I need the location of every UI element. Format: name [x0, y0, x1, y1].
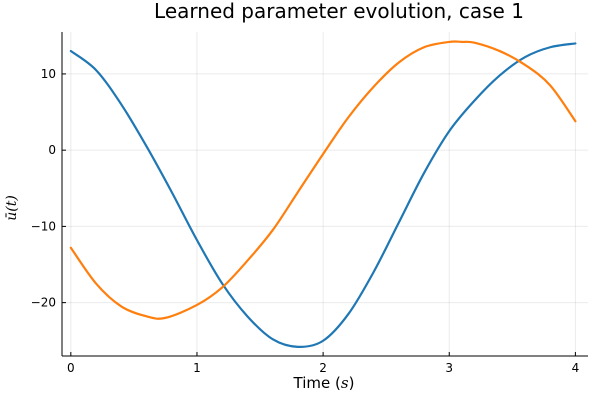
series-line-1	[69, 42, 577, 348]
y-tick-label: −10	[31, 219, 56, 233]
x-axis-label-prefix: Time (	[293, 374, 341, 392]
axes-frame	[61, 32, 588, 357]
x-tick-label: 4	[572, 361, 580, 375]
x-axis-label: Time (s)	[293, 374, 355, 392]
y-tick-label: 0	[48, 143, 56, 157]
y-tick-label: −20	[31, 296, 56, 310]
y-tick-label: 10	[41, 67, 56, 81]
chart-title: Learned parameter evolution, case 1	[154, 0, 524, 23]
series-line-2	[69, 40, 577, 320]
y-axis-label: ū(t)	[4, 195, 20, 221]
x-axis-label-suffix: )	[349, 374, 355, 392]
x-tick-label: 1	[193, 361, 201, 375]
x-axis-ticks: 0 1 2 3 4	[67, 352, 579, 375]
x-tick-label: 0	[67, 361, 75, 375]
y-axis-ticks: −20 −10 0 10	[31, 67, 66, 310]
x-tick-label: 2	[319, 361, 327, 375]
x-axis-label-unit: s	[341, 374, 349, 392]
grid	[62, 32, 588, 356]
x-tick-label: 3	[445, 361, 453, 375]
series-lines	[69, 40, 577, 348]
